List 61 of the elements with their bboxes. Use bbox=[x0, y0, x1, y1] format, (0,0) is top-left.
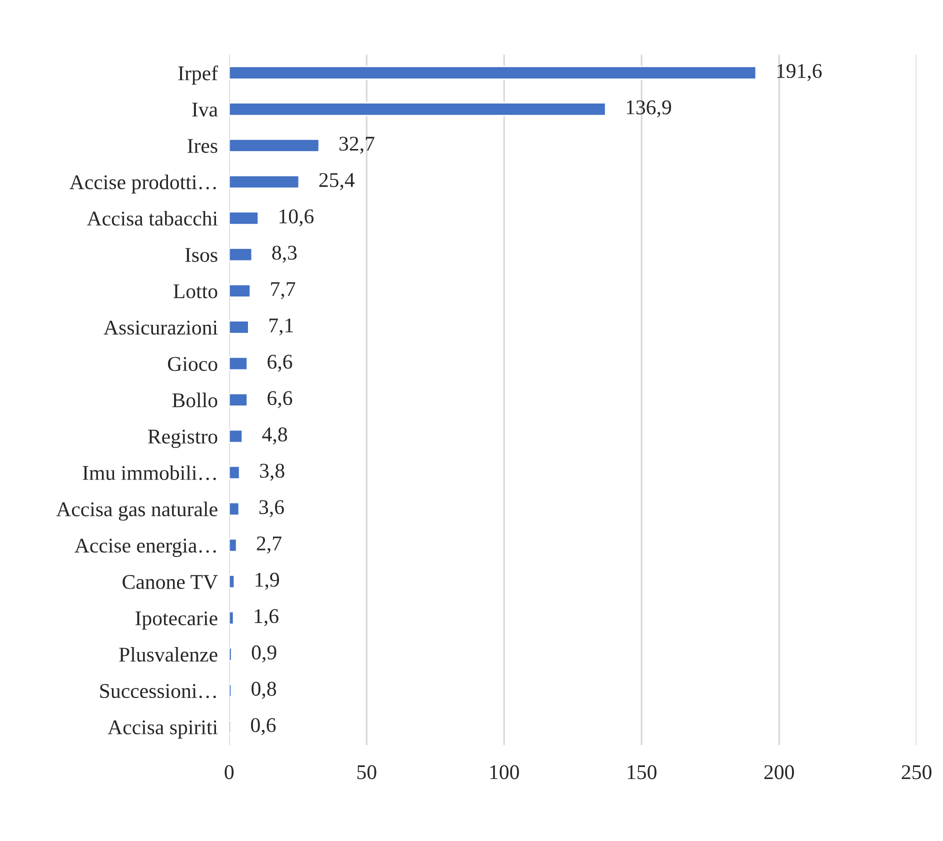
bar bbox=[229, 138, 320, 153]
x-tick-label: 50 bbox=[357, 765, 376, 780]
data-label: 7,1 bbox=[269, 318, 293, 336]
data-label: 2,7 bbox=[256, 536, 282, 554]
y-tick-label: Accisa spiriti bbox=[108, 720, 218, 739]
bar bbox=[229, 466, 240, 480]
data-label: 0,6 bbox=[251, 718, 276, 736]
bar bbox=[229, 574, 236, 589]
data-label: 3,6 bbox=[259, 500, 284, 518]
data-label: 6,6 bbox=[268, 391, 292, 408]
x-tick-label: 200 bbox=[764, 765, 794, 780]
bar bbox=[229, 647, 232, 662]
y-tick-label: Accise prodotti… bbox=[70, 174, 216, 194]
y-tick-label: Ipotecarie bbox=[136, 611, 218, 630]
bar bbox=[229, 538, 238, 552]
bar bbox=[229, 247, 253, 262]
x-tick-label: 150 bbox=[628, 765, 656, 780]
bar bbox=[229, 174, 300, 189]
y-tick-label: Accisa gas naturale bbox=[56, 502, 218, 521]
y-tick-label: Lotto bbox=[174, 284, 218, 298]
bar bbox=[229, 356, 248, 371]
data-label: 136,9 bbox=[626, 100, 672, 118]
data-label: 25,4 bbox=[319, 173, 355, 190]
bar bbox=[229, 392, 248, 407]
y-tick-label: Registro bbox=[148, 430, 218, 448]
bar bbox=[229, 429, 244, 444]
data-label: 0,8 bbox=[252, 682, 276, 699]
y-tick-label: Imu immobili… bbox=[82, 465, 216, 480]
data-label: 6,6 bbox=[268, 354, 292, 372]
data-label: 1,9 bbox=[256, 572, 280, 590]
y-tick-label: Gioco bbox=[168, 356, 218, 371]
y-tick-label: Plusvalenze bbox=[119, 647, 218, 662]
data-label: 3,8 bbox=[260, 464, 284, 481]
bar bbox=[229, 211, 259, 226]
bar bbox=[229, 66, 757, 80]
y-tick-label: Canone TV bbox=[122, 575, 218, 590]
bar bbox=[229, 502, 240, 516]
data-label: 32,7 bbox=[340, 136, 374, 154]
y-tick-label: Accisa tabacchi bbox=[86, 210, 218, 226]
y-tick-label: Successioni… bbox=[100, 684, 216, 698]
data-label: 10,6 bbox=[280, 209, 314, 226]
data-label: 1,6 bbox=[254, 609, 278, 626]
y-tick-label: Isos bbox=[185, 248, 218, 262]
bar bbox=[229, 284, 252, 298]
y-tick-label: Accise energia… bbox=[74, 538, 216, 557]
y-tick-label: Irpef bbox=[178, 66, 218, 85]
bar bbox=[229, 610, 234, 625]
x-tick-label: 100 bbox=[490, 765, 519, 780]
data-label: 0,9 bbox=[252, 645, 276, 662]
y-tick-label: Assicurazioni bbox=[104, 320, 218, 335]
data-label: 7,7 bbox=[271, 282, 296, 300]
y-tick-label: Iva bbox=[192, 102, 218, 117]
x-tick-label: 0 bbox=[224, 765, 234, 780]
x-tick-label: 250 bbox=[902, 765, 932, 780]
data-label: 191,6 bbox=[777, 64, 822, 82]
bar bbox=[229, 102, 606, 116]
data-label: 4,8 bbox=[262, 427, 288, 444]
bar bbox=[229, 320, 250, 334]
data-label: 8,3 bbox=[272, 246, 297, 263]
y-tick-label: Ires bbox=[188, 139, 218, 153]
y-tick-label: Bollo bbox=[172, 392, 218, 408]
